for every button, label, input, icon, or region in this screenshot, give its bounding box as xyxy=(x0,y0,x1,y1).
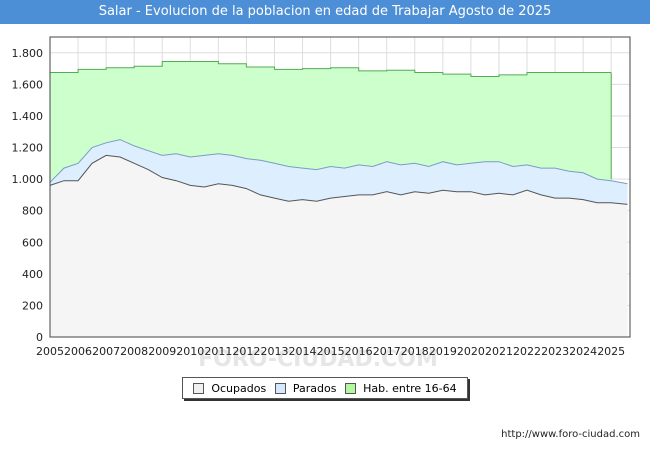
x-tick-label: 2012 xyxy=(232,345,260,358)
x-tick-label: 2025 xyxy=(597,345,625,358)
legend-label-parados: Parados xyxy=(292,381,337,395)
legend: Ocupados Parados Hab. entre 16-64 xyxy=(182,377,468,399)
x-tick-label: 2008 xyxy=(120,345,148,358)
x-tick-label: 2019 xyxy=(429,345,457,358)
x-tick-label: 2007 xyxy=(92,345,120,358)
series-hab-line xyxy=(50,61,612,77)
x-tick-label: 2011 xyxy=(204,345,232,358)
x-tick-label: 2017 xyxy=(373,345,401,358)
legend-item-ocupados: Ocupados xyxy=(193,382,266,395)
x-tick-label: 2010 xyxy=(176,345,204,358)
axes: 0 200 400 600 800 1.000 1.200 1.400 1.600 1.800 20… xyxy=(12,36,631,358)
x-tick-label: 2005 xyxy=(36,345,64,358)
series-ocupados-line xyxy=(49,154,628,205)
x-tick-label: 2021 xyxy=(485,345,513,358)
legend-swatch-hab xyxy=(345,382,357,394)
plot-border xyxy=(49,36,631,338)
y-tick-label: 0 xyxy=(36,331,43,344)
y-tick-label: 1.000 xyxy=(12,173,44,186)
x-tick-label: 2023 xyxy=(541,345,569,358)
x-tick-label: 2016 xyxy=(345,345,373,358)
x-tick-label: 2022 xyxy=(513,345,541,358)
y-tick-label: 1.400 xyxy=(12,110,44,123)
x-tick-label: 2009 xyxy=(148,345,176,358)
watermark: FORO-CIUDAD.COM xyxy=(198,347,438,372)
y-tick-label: 600 xyxy=(22,236,43,249)
y-tick-label: 1.600 xyxy=(12,78,44,91)
series-areas xyxy=(49,61,628,337)
y-tick-label: 800 xyxy=(22,205,43,218)
source-url: http://www.foro-ciudad.com xyxy=(501,429,640,440)
y-tick-label: 1.800 xyxy=(12,47,44,60)
x-tick-label: 2024 xyxy=(569,345,597,358)
x-tick-label: 2006 xyxy=(64,345,92,358)
x-tick-label: 2013 xyxy=(260,345,288,358)
x-tick-label: 2015 xyxy=(317,345,345,358)
legend-swatch-ocupados xyxy=(193,382,205,394)
series-ocupados-area xyxy=(50,155,628,337)
x-tick-label: 2020 xyxy=(457,345,485,358)
legend-swatch-parados xyxy=(274,382,286,394)
legend-label-hab: Hab. entre 16-64 xyxy=(363,381,457,395)
y-tick-label: 400 xyxy=(22,268,43,281)
series-parados-line xyxy=(49,139,628,185)
legend-item-hab: Hab. entre 16-64 xyxy=(345,382,457,395)
y-tick-label: 1.200 xyxy=(12,142,44,155)
y-tick-label: 200 xyxy=(22,299,43,312)
legend-item-parados: Parados xyxy=(274,381,337,395)
legend-label-ocupados: Ocupados xyxy=(211,381,267,395)
x-tick-label: 2018 xyxy=(401,345,429,358)
chart-title: Salar - Evolucion de la poblacion en eda… xyxy=(0,0,650,24)
x-tick-label: 2014 xyxy=(289,345,317,358)
